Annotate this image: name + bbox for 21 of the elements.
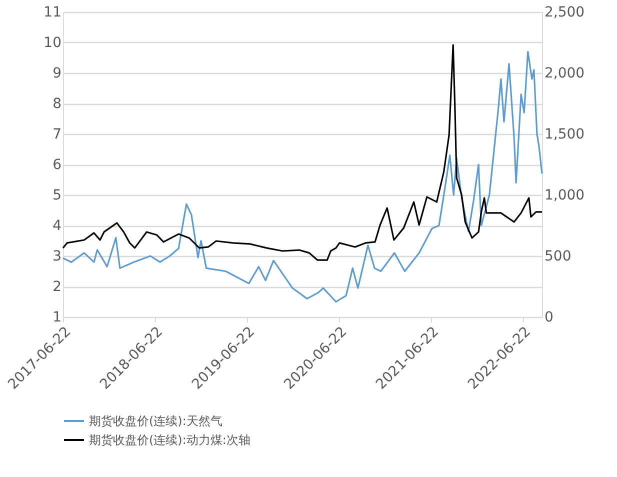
y2-tick-label: 0 (544, 310, 554, 326)
y-tick-label: 6 (52, 157, 62, 173)
y-tick-label: 3 (52, 248, 62, 264)
y2-tick-label: 500 (544, 248, 572, 264)
y-tick-label: 11 (44, 4, 62, 20)
line-series (62, 44, 543, 261)
legend-label: 期货收盘价(连续):动力煤:次轴 (89, 433, 250, 447)
y-tick-label: 7 (52, 126, 62, 142)
y2-tick-label: 1,500 (544, 126, 585, 142)
y-tick-label: 5 (52, 188, 62, 204)
y2-tick-label: 1,000 (544, 188, 585, 204)
line-series (62, 50, 543, 303)
y-tick-label: 10 (44, 35, 62, 51)
y-tick-label: 4 (52, 218, 62, 234)
legend-label: 期货收盘价(连续):天然气 (89, 414, 222, 428)
y2-tick-label: 2,500 (544, 4, 585, 20)
y-tick-label: 1 (52, 310, 62, 326)
y-tick-label: 2 (52, 279, 62, 295)
y-tick-label: 8 (52, 96, 62, 112)
y2-tick-label: 2,000 (544, 66, 585, 82)
y-tick-label: 9 (52, 66, 62, 82)
